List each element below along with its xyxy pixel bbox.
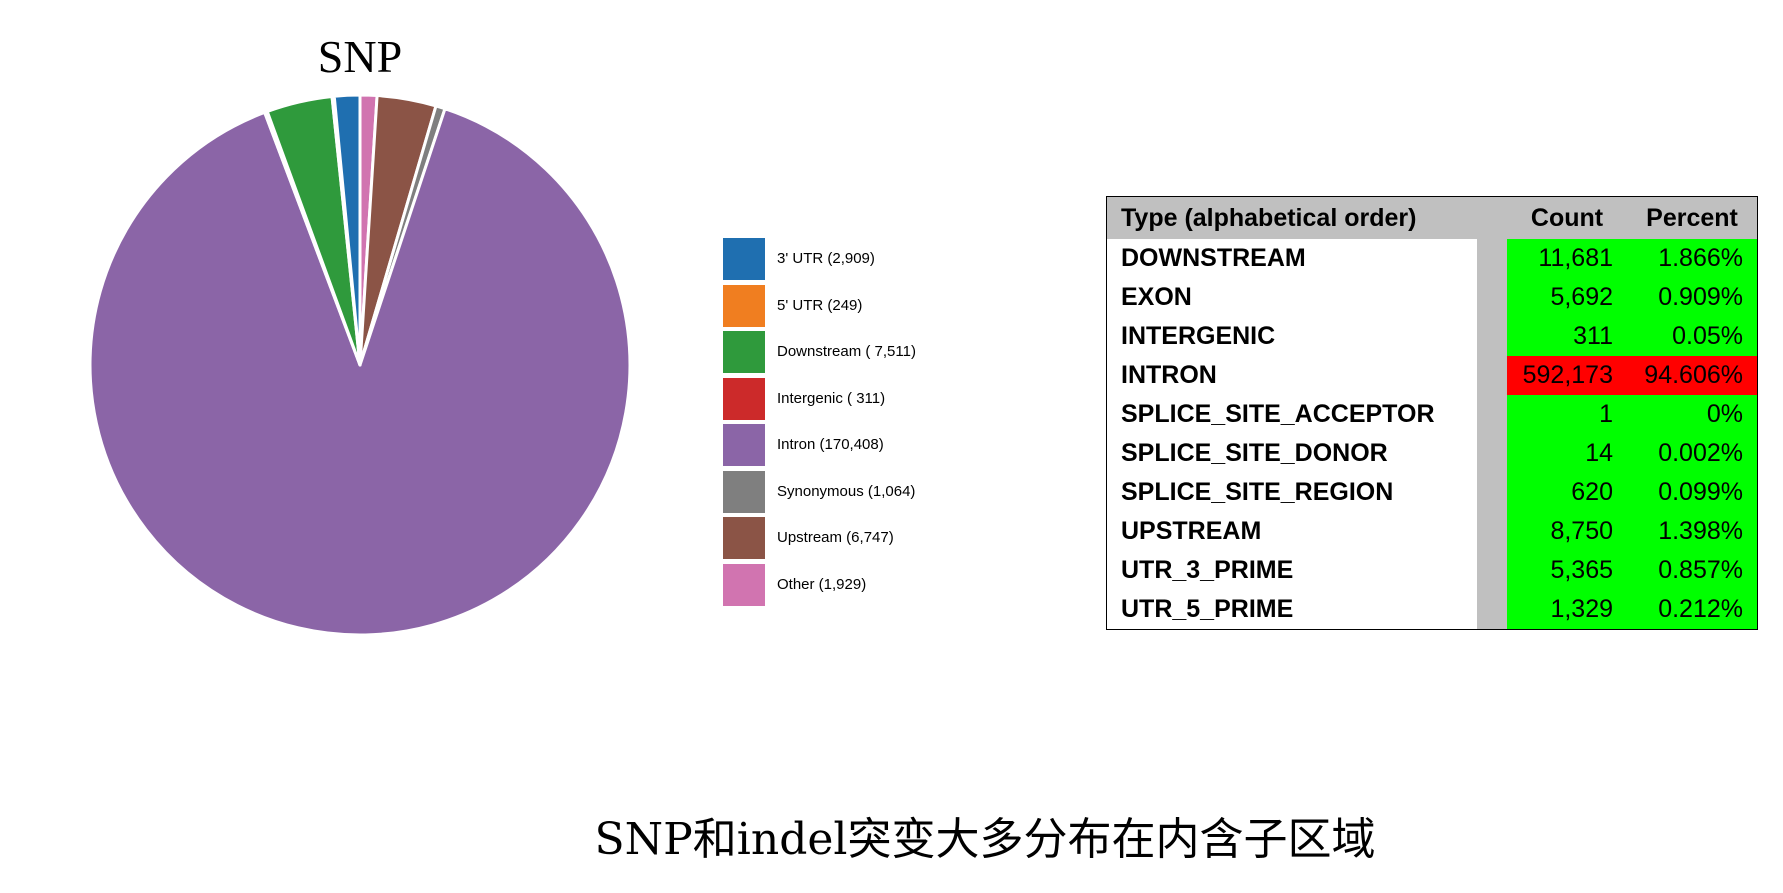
pie-title: SNP xyxy=(317,31,403,82)
legend-swatch xyxy=(723,517,765,559)
cell-percent: 1.866% xyxy=(1627,239,1758,278)
cell-type: UTR_3_PRIME xyxy=(1106,551,1477,590)
cell-count: 14 xyxy=(1507,434,1627,473)
cell-count: 11,681 xyxy=(1507,239,1627,278)
cell-count: 620 xyxy=(1507,473,1627,512)
legend-label: Intron (170,408) xyxy=(777,436,884,453)
table-row: SPLICE_SITE_DONOR 14 0.002% xyxy=(1106,434,1758,473)
table-header-row: Type (alphabetical order) Count Percent xyxy=(1106,196,1758,239)
column-header-percent: Percent xyxy=(1627,196,1758,239)
cell-type: INTRON xyxy=(1106,356,1477,395)
legend-label: Downstream ( 7,511) xyxy=(777,343,916,360)
legend-swatch xyxy=(723,470,765,513)
cell-count: 1,329 xyxy=(1507,590,1627,630)
legend-swatch xyxy=(723,377,765,420)
cell-count: 8,750 xyxy=(1507,512,1627,551)
cell-percent: 0.099% xyxy=(1627,473,1758,512)
table-row: UPSTREAM 8,750 1.398% xyxy=(1106,512,1758,551)
legend-swatch xyxy=(723,331,765,373)
legend-swatch xyxy=(723,238,765,280)
cell-percent: 0.212% xyxy=(1627,590,1758,630)
cell-type: SPLICE_SITE_REGION xyxy=(1106,473,1477,512)
cell-gap xyxy=(1477,590,1507,630)
table-row: EXON 5,692 0.909% xyxy=(1106,278,1758,317)
pie-slice-intron-170-408 xyxy=(88,107,632,637)
cell-percent: 94.606% xyxy=(1627,356,1758,395)
cell-count: 592,173 xyxy=(1507,356,1627,395)
cell-count: 311 xyxy=(1507,317,1627,356)
table-row: INTRON 592,173 94.606% xyxy=(1106,356,1758,395)
cell-gap xyxy=(1477,551,1507,590)
cell-gap xyxy=(1477,434,1507,473)
cell-type: UPSTREAM xyxy=(1106,512,1477,551)
cell-gap xyxy=(1477,356,1507,395)
table-row: UTR_3_PRIME 5,365 0.857% xyxy=(1106,551,1758,590)
cell-count: 5,365 xyxy=(1507,551,1627,590)
cell-gap xyxy=(1477,473,1507,512)
legend-swatch xyxy=(723,424,765,466)
legend-label: Upstream (6,747) xyxy=(777,529,894,546)
table-row: UTR_5_PRIME 1,329 0.212% xyxy=(1106,590,1758,630)
table-row: DOWNSTREAM 11,681 1.866% xyxy=(1106,239,1758,278)
cell-gap xyxy=(1477,395,1507,434)
cell-gap xyxy=(1477,317,1507,356)
variant-type-table: Type (alphabetical order) Count Percent … xyxy=(1106,196,1758,630)
legend-label: 3' UTR (2,909) xyxy=(777,250,875,267)
legend-label: Other (1,929) xyxy=(777,575,867,593)
cell-gap xyxy=(1477,278,1507,317)
header-gap xyxy=(1477,196,1507,239)
cell-percent: 1.398% xyxy=(1627,512,1758,551)
column-header-count: Count xyxy=(1507,196,1627,239)
cell-percent: 0.857% xyxy=(1627,551,1758,590)
cell-percent: 0.909% xyxy=(1627,278,1758,317)
legend-swatch xyxy=(723,284,765,327)
figure-caption: SNP和indel突变大多分布在内含子区域 xyxy=(594,814,1376,865)
pie-chart xyxy=(88,95,632,637)
cell-type: SPLICE_SITE_DONOR xyxy=(1106,434,1477,473)
cell-type: UTR_5_PRIME xyxy=(1106,590,1477,630)
cell-type: SPLICE_SITE_ACCEPTOR xyxy=(1106,395,1477,434)
legend-label: 5' UTR (249) xyxy=(777,296,863,314)
legend-label: Synonymous (1,064) xyxy=(777,482,916,500)
table-row: SPLICE_SITE_ACCEPTOR 1 0% xyxy=(1106,395,1758,434)
legend-label: Intergenic ( 311) xyxy=(777,389,886,407)
pie-slice-3-utr-2-909 xyxy=(332,95,362,367)
legend-swatch xyxy=(723,563,765,606)
table-body: DOWNSTREAM 11,681 1.866% EXON 5,692 0.909% INT… xyxy=(1106,239,1758,630)
cell-gap xyxy=(1477,512,1507,551)
cell-type: EXON xyxy=(1106,278,1477,317)
cell-count: 1 xyxy=(1507,395,1627,434)
table-row: INTERGENIC 311 0.05% xyxy=(1106,317,1758,356)
cell-gap xyxy=(1477,239,1507,278)
cell-percent: 0% xyxy=(1627,395,1758,434)
cell-percent: 0.05% xyxy=(1627,317,1758,356)
table-row: SPLICE_SITE_REGION 620 0.099% xyxy=(1106,473,1758,512)
column-header-type: Type (alphabetical order) xyxy=(1106,196,1477,239)
cell-type: DOWNSTREAM xyxy=(1106,239,1477,278)
cell-type: INTERGENIC xyxy=(1106,317,1477,356)
cell-percent: 0.002% xyxy=(1627,434,1758,473)
cell-count: 5,692 xyxy=(1507,278,1627,317)
